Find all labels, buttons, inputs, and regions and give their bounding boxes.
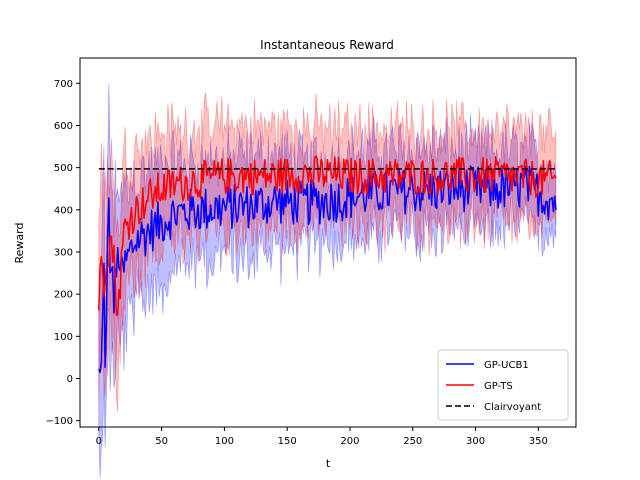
x-tick-label: 50 (155, 436, 168, 447)
x-tick-label: 200 (340, 436, 359, 447)
plot-frame (79, 57, 577, 428)
x-tick-label: 100 (215, 436, 234, 447)
legend-label-clairvoyant: Clairvoyant (484, 402, 541, 413)
y-tick-label: 100 (54, 332, 73, 343)
x-tick-label: 300 (466, 436, 485, 447)
x-axis: 0 50 100 150 200 250 300 350 (96, 427, 548, 447)
chart-title: Instantaneous Reward (260, 38, 394, 52)
legend-label-gp-ucb1: GP-UCB1 (484, 360, 529, 371)
x-tick-label: 350 (529, 436, 548, 447)
y-axis: −100 0 100 200 300 400 500 600 700 (46, 79, 80, 427)
y-axis-label: Reward (13, 223, 26, 264)
x-tick-label: 0 (96, 436, 102, 447)
series-lines (98, 155, 557, 374)
x-axis-label: t (326, 457, 331, 470)
y-tick-label: 700 (54, 79, 73, 90)
y-tick-label: −100 (46, 416, 73, 427)
line-gp-ucb1 (98, 165, 557, 374)
y-tick-label: 400 (54, 205, 73, 216)
x-tick-label: 150 (278, 436, 297, 447)
legend-label-gp-ts: GP-TS (484, 381, 513, 392)
line-gp-ts (98, 155, 557, 316)
y-tick-label: 0 (67, 374, 73, 385)
y-tick-label: 300 (54, 247, 73, 258)
y-tick-label: 500 (54, 163, 73, 174)
legend-box (437, 349, 569, 421)
x-tick-label: 250 (403, 436, 422, 447)
y-tick-label: 200 (54, 290, 73, 301)
y-tick-label: 600 (54, 121, 73, 132)
legend: GP-UCB1 GP-TS Clairvoyant (437, 349, 569, 421)
